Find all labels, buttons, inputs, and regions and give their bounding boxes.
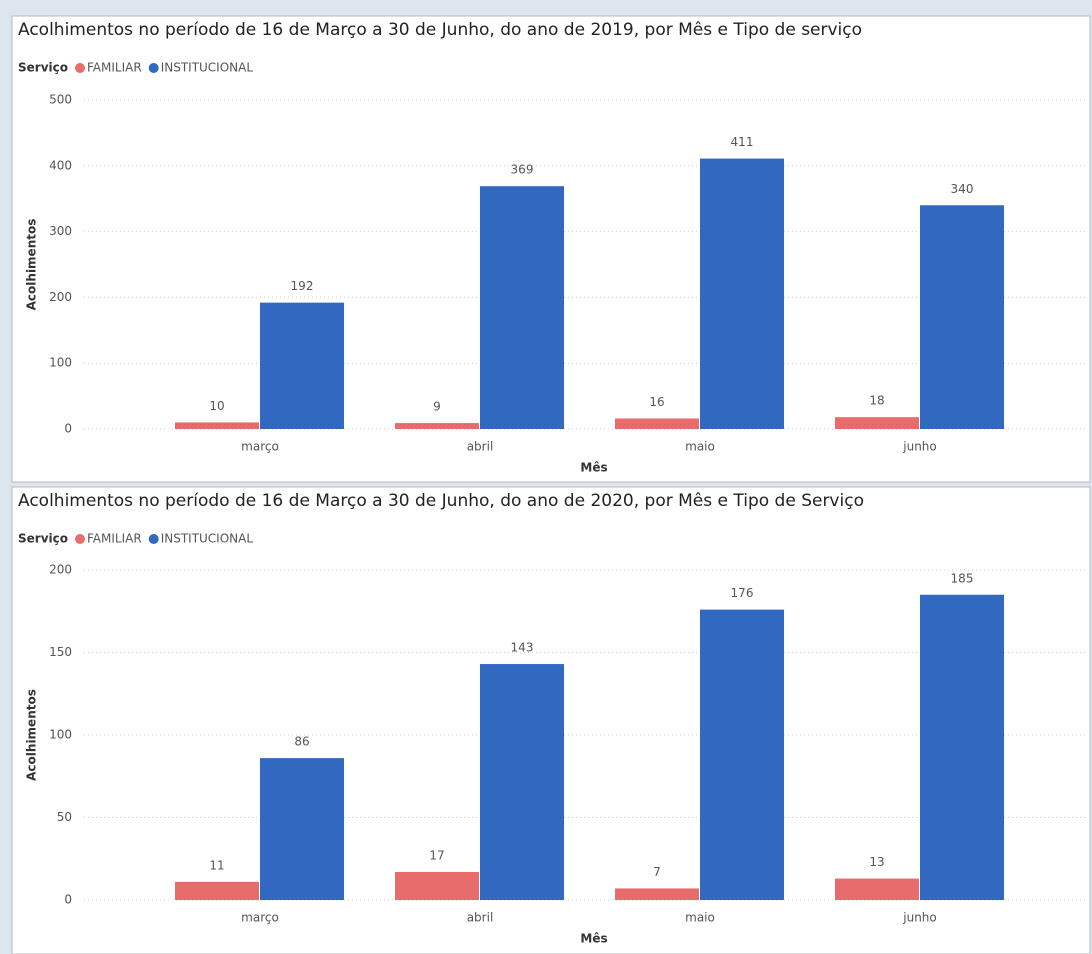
y-tick-label: 0	[64, 893, 72, 907]
data-label: 192	[291, 279, 314, 293]
chart: Acolhimentos no período de 16 de Março a…	[11, 15, 1091, 483]
bar	[835, 417, 919, 429]
x-tick-label: março	[241, 911, 279, 925]
data-label: 369	[511, 163, 534, 177]
y-tick-label: 100	[49, 728, 72, 742]
x-tick-label: junho	[902, 440, 937, 454]
y-tick-label: 50	[57, 810, 72, 824]
bar	[480, 664, 564, 900]
legend-marker	[148, 63, 159, 73]
data-label: 185	[951, 571, 974, 585]
y-tick-label: 0	[64, 422, 72, 436]
bar	[480, 186, 564, 429]
y-tick-label: 400	[49, 158, 72, 172]
bar	[260, 758, 344, 900]
data-label: 17	[429, 848, 444, 862]
data-label: 13	[869, 855, 884, 869]
bar	[175, 881, 259, 900]
legend-marker	[75, 534, 85, 544]
data-label: 7	[653, 865, 661, 879]
y-tick-label: 500	[49, 93, 72, 107]
data-label: 86	[294, 735, 309, 749]
legend-label: FAMILIAR	[87, 61, 142, 75]
bar	[920, 594, 1004, 900]
x-tick-label: abril	[467, 440, 494, 454]
legend-marker	[75, 63, 85, 73]
bar	[700, 609, 784, 900]
legend-label: INSTITUCIONAL	[161, 61, 254, 75]
bar	[615, 418, 699, 429]
data-label: 11	[209, 858, 224, 872]
x-tick-label: junho	[902, 911, 937, 925]
x-axis-title: Mês	[580, 932, 607, 946]
data-label: 16	[649, 395, 664, 409]
y-tick-label: 300	[49, 224, 72, 238]
x-axis-title: Mês	[580, 461, 607, 475]
x-tick-label: maio	[685, 440, 715, 454]
data-label: 411	[731, 135, 754, 149]
bar	[395, 871, 479, 900]
legend-label: FAMILIAR	[87, 532, 142, 546]
bar	[920, 205, 1004, 429]
y-axis-title: Acolhimentos	[25, 219, 39, 311]
x-tick-label: maio	[685, 911, 715, 925]
data-label: 340	[951, 182, 974, 196]
bar	[615, 888, 699, 900]
y-tick-label: 150	[49, 645, 72, 659]
y-axis-title: Acolhimentos	[25, 689, 39, 781]
bar	[395, 423, 479, 429]
bar	[260, 302, 344, 429]
y-tick-label: 200	[49, 290, 72, 304]
x-tick-label: abril	[467, 911, 494, 925]
data-label: 10	[209, 399, 224, 413]
data-label: 176	[731, 586, 754, 600]
bar	[175, 422, 259, 429]
y-tick-label: 200	[49, 563, 72, 577]
data-label: 143	[511, 641, 534, 655]
data-label: 9	[433, 400, 441, 414]
data-label: 18	[869, 394, 884, 408]
x-tick-label: março	[241, 440, 279, 454]
chart-title: Acolhimentos no período de 16 de Março a…	[18, 20, 862, 40]
bar	[700, 158, 784, 429]
legend-title: Serviço	[18, 532, 68, 546]
bar	[835, 878, 919, 900]
y-tick-label: 100	[49, 356, 72, 370]
legend-title: Serviço	[18, 61, 68, 75]
chart: Acolhimentos no período de 16 de Março a…	[11, 486, 1091, 954]
legend-label: INSTITUCIONAL	[161, 532, 254, 546]
legend-marker	[148, 534, 159, 544]
chart-title: Acolhimentos no período de 16 de Março a…	[18, 491, 864, 511]
